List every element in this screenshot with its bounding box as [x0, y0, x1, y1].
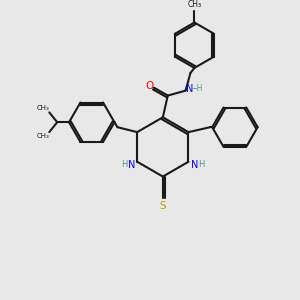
Text: CH₃: CH₃ — [37, 133, 50, 139]
Text: —H: —H — [190, 84, 203, 93]
Text: H: H — [198, 160, 205, 169]
Text: CH₃: CH₃ — [188, 0, 202, 9]
Text: O: O — [145, 81, 153, 91]
Text: N: N — [191, 160, 198, 170]
Text: N: N — [186, 84, 193, 94]
Text: N: N — [128, 160, 135, 170]
Text: S: S — [160, 201, 166, 211]
Text: H: H — [121, 160, 127, 169]
Text: CH₃: CH₃ — [37, 105, 50, 111]
